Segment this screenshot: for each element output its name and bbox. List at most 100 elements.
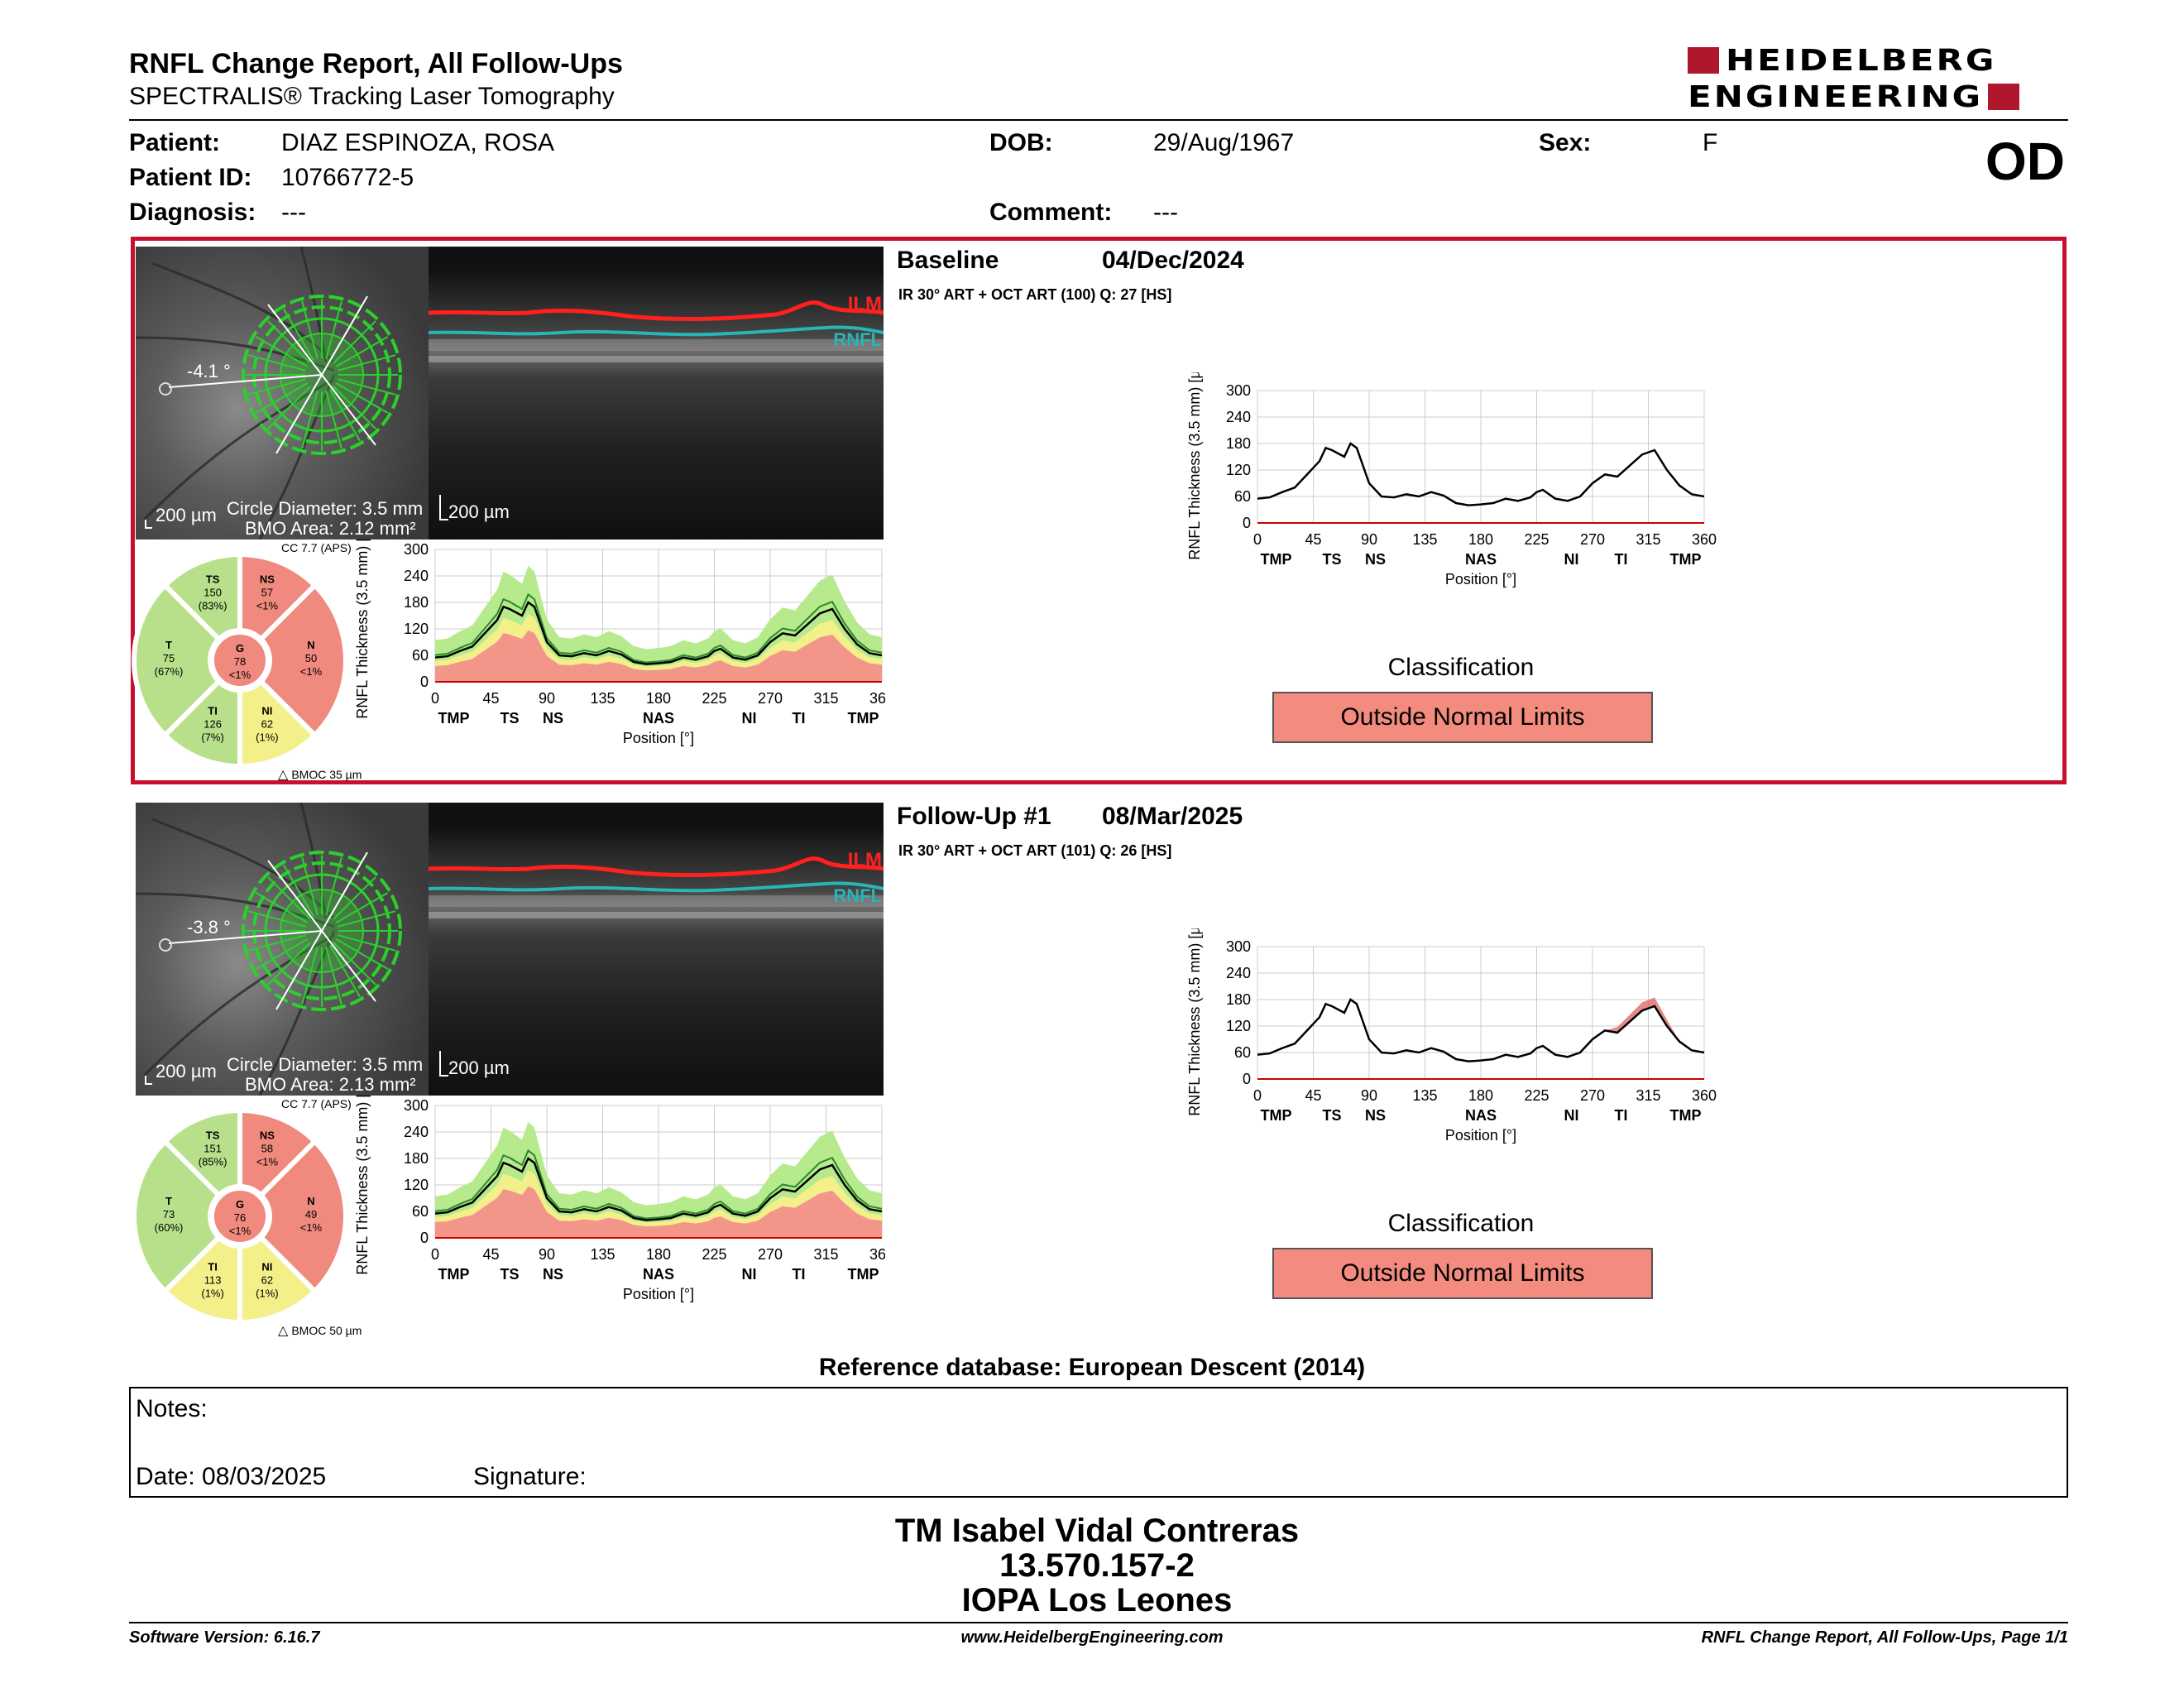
y-tick-label: 300 bbox=[1226, 938, 1251, 955]
classification-badge: Outside Normal Limits bbox=[1272, 692, 1653, 743]
exam-info: IR 30° ART + OCT ART (101) Q: 26 [HS] bbox=[898, 842, 1172, 859]
sector-label: NS bbox=[1365, 551, 1386, 568]
scan-spoke bbox=[255, 892, 309, 923]
y-tick-label: 120 bbox=[1226, 1018, 1251, 1034]
x-tick-label: 45 bbox=[1305, 1087, 1321, 1104]
scan-spoke bbox=[338, 354, 396, 372]
y-tick-label: 180 bbox=[404, 1150, 429, 1167]
sector-value-ni: 62 bbox=[261, 717, 273, 730]
footer-url[interactable]: www.HeidelbergEngineering.com bbox=[960, 1628, 1224, 1647]
x-tick-label: 360 bbox=[869, 1246, 885, 1263]
sector-label-n: N bbox=[307, 1195, 314, 1207]
sex-value: F bbox=[1703, 129, 1718, 156]
x-tick-label: 225 bbox=[1524, 531, 1549, 548]
sector-label: TMP bbox=[848, 710, 879, 727]
reference-database: Reference database: European Descent (20… bbox=[818, 1354, 1366, 1381]
outside-band bbox=[435, 630, 882, 682]
x-tick-label: 45 bbox=[482, 690, 499, 707]
y-tick-label: 120 bbox=[404, 621, 429, 637]
scan-spoke bbox=[267, 942, 311, 985]
x-tick-label: 225 bbox=[1524, 1087, 1549, 1104]
bmoc-label: BMOC 35 µm bbox=[291, 768, 362, 781]
footer-divider bbox=[129, 1622, 2068, 1623]
x-tick-label: 135 bbox=[590, 690, 615, 707]
y-tick-label: 0 bbox=[1243, 1071, 1251, 1087]
x-tick-label: 90 bbox=[539, 1246, 555, 1263]
x-tick-label: 315 bbox=[1636, 531, 1660, 548]
rnfl-thickness-line bbox=[1257, 442, 1705, 506]
scan-spoke bbox=[338, 934, 396, 952]
x-tick-label: 225 bbox=[702, 690, 726, 707]
x-tick-label: 0 bbox=[431, 690, 439, 707]
page-number: RNFL Change Report, All Follow-Ups, Page… bbox=[1701, 1628, 2068, 1647]
x-tick-label: 180 bbox=[1468, 531, 1493, 548]
fundus-overlay bbox=[136, 803, 402, 1096]
scan-spoke bbox=[283, 308, 314, 362]
scan-spoke bbox=[325, 391, 342, 449]
x-tick-label: 315 bbox=[1636, 1087, 1660, 1104]
y-tick-label: 300 bbox=[404, 541, 429, 558]
baseline-highlight-frame bbox=[131, 237, 2067, 784]
normative-mean-line bbox=[434, 592, 883, 664]
scan-spoke bbox=[325, 856, 342, 915]
sector-label-g: G bbox=[236, 642, 244, 655]
scan-spoke bbox=[255, 382, 309, 414]
sector-pct-g: <1% bbox=[229, 669, 251, 681]
y-tick-label: 0 bbox=[420, 674, 429, 690]
fundus-scale: 200 µm bbox=[156, 505, 217, 525]
scan-spoke bbox=[325, 947, 342, 1005]
report-title: RNFL Change Report, All Follow-Ups bbox=[129, 48, 623, 79]
sector-label: NS bbox=[543, 1266, 563, 1283]
scan-spoke bbox=[329, 944, 361, 998]
patient-label: Patient: bbox=[129, 129, 221, 156]
sector-pct-t: (60%) bbox=[155, 1221, 184, 1234]
y-tick-label: 0 bbox=[1243, 515, 1251, 531]
sector-label-g: G bbox=[236, 1198, 244, 1211]
y-tick-label: 60 bbox=[412, 1203, 429, 1220]
logo-square-icon bbox=[1688, 47, 1719, 74]
ilm-label: ILM bbox=[847, 849, 882, 871]
eye-label: OD bbox=[1985, 132, 2065, 191]
signatory-name: TM Isabel Vidal Contreras bbox=[894, 1513, 1300, 1549]
x-tick-label: 0 bbox=[1253, 1087, 1262, 1104]
circle-diameter: Circle Diameter: 3.5 mm bbox=[227, 1054, 424, 1075]
x-tick-label: 360 bbox=[1692, 1087, 1717, 1104]
sector-label-ti: TI bbox=[208, 704, 218, 717]
sector-value-ts: 151 bbox=[204, 1143, 222, 1155]
exam-info: IR 30° ART + OCT ART (100) Q: 27 [HS] bbox=[898, 286, 1172, 303]
scan-spoke bbox=[247, 354, 306, 372]
x-tick-label: 0 bbox=[1253, 531, 1262, 548]
scan-spoke bbox=[333, 386, 376, 429]
sector-label: TS bbox=[1322, 1107, 1341, 1124]
patient-id-label: Patient ID: bbox=[129, 164, 252, 191]
scan-spoke bbox=[301, 856, 318, 915]
sector-value-n: 50 bbox=[305, 652, 317, 664]
x-tick-label: 45 bbox=[1305, 531, 1321, 548]
cc-label: CC 7.7 (APS) bbox=[281, 1097, 352, 1110]
sector-label: NI bbox=[1564, 551, 1579, 568]
x-axis-label: Position [°] bbox=[1445, 1127, 1516, 1144]
y-tick-label: 0 bbox=[420, 1230, 429, 1246]
x-axis-label: Position [°] bbox=[623, 1286, 694, 1302]
x-tick-label: 315 bbox=[813, 1246, 838, 1263]
exam-date: 04/Dec/2024 bbox=[1102, 247, 1244, 274]
change-area bbox=[1257, 997, 1704, 1062]
sector-label: TI bbox=[1615, 1107, 1628, 1124]
notes-label: Notes: bbox=[136, 1395, 208, 1422]
logo-row-2: ENGINEERING bbox=[1688, 82, 2020, 111]
signatory-id: 13.570.157-2 bbox=[999, 1547, 1195, 1584]
sector-pct-n: <1% bbox=[300, 665, 323, 678]
classification-title: Classification bbox=[1387, 654, 1535, 681]
sector-value-n: 49 bbox=[305, 1208, 317, 1220]
scan-spoke bbox=[335, 336, 389, 367]
sector-label: TMP bbox=[1261, 1107, 1292, 1124]
sector-value-t: 73 bbox=[163, 1208, 175, 1220]
sector-label: TI bbox=[793, 1266, 806, 1283]
sector-label-t: T bbox=[165, 639, 172, 651]
notes-box: Notes: Date: 08/03/2025 Signature: bbox=[129, 1387, 2068, 1498]
sector-label: NAS bbox=[643, 710, 674, 727]
fundus-scale: 200 µm bbox=[156, 1061, 217, 1081]
patient-id-value: 10766772-5 bbox=[281, 164, 414, 191]
fundus-image: -3.8 ° 200 µm Circle Diameter: 3.5 mm BM… bbox=[136, 803, 429, 1096]
circle-diameter: Circle Diameter: 3.5 mm bbox=[227, 498, 424, 519]
